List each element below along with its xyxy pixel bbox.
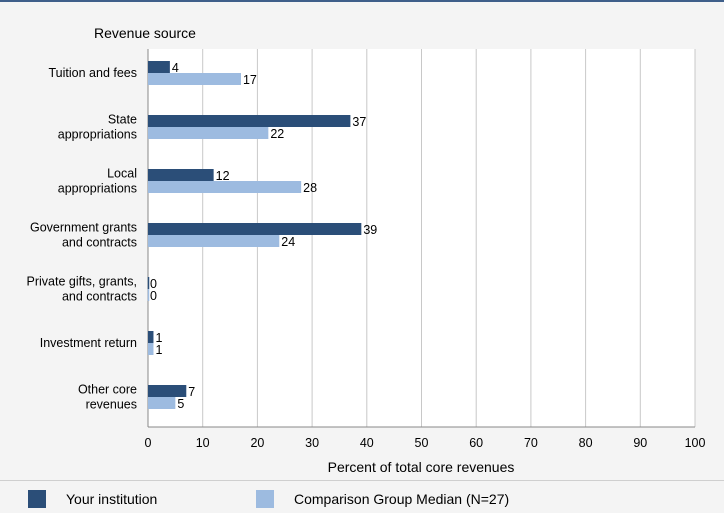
bar-series1-cat0: [148, 73, 241, 85]
data-label-series0-cat4: 0: [150, 277, 157, 291]
x-tick-label-10: 10: [196, 436, 210, 450]
data-label-series1-cat6: 5: [177, 397, 184, 411]
data-label-series1-cat1: 22: [270, 127, 284, 141]
x-tick-label-20: 20: [250, 436, 264, 450]
legend-swatch-your-institution: [28, 490, 46, 508]
category-label-1-line1: appropriations: [58, 128, 137, 142]
bar-series0-cat0: [148, 61, 170, 73]
category-label-3-line1: and contracts: [62, 236, 137, 250]
x-tick-label-100: 100: [685, 436, 706, 450]
data-label-series1-cat4: 0: [150, 289, 157, 303]
x-tick-label-80: 80: [579, 436, 593, 450]
data-label-series0-cat1: 37: [352, 115, 366, 129]
data-label-series1-cat0: 17: [243, 73, 257, 87]
category-label-0-line0: Tuition and fees: [49, 66, 137, 80]
legend: Your institution Comparison Group Median…: [0, 480, 724, 513]
category-label-1-line0: State: [108, 113, 137, 127]
data-label-series0-cat0: 4: [172, 61, 179, 75]
bar-series1-cat6: [148, 397, 176, 409]
bar-series0-cat3: [148, 223, 362, 235]
bar-series0-cat1: [148, 115, 351, 127]
bars: [147, 61, 362, 409]
legend-item-comparison-median: Comparison Group Median (N=27): [256, 490, 509, 508]
data-label-series0-cat6: 7: [188, 385, 195, 399]
category-label-2-line1: appropriations: [58, 182, 137, 196]
bar-series0-cat5: [148, 331, 154, 343]
bar-series1-cat2: [148, 181, 302, 193]
legend-item-your-institution: Your institution: [28, 490, 157, 508]
x-tick-label-30: 30: [305, 436, 319, 450]
legend-label-comparison-median: Comparison Group Median (N=27): [294, 491, 510, 507]
category-label-2-line0: Local: [107, 167, 137, 181]
bar-series0-cat6: [148, 385, 187, 397]
x-tick-label-90: 90: [633, 436, 647, 450]
x-tick-label-60: 60: [469, 436, 483, 450]
x-axis-title: Percent of total core revenues: [328, 459, 515, 475]
data-label-series1-cat2: 28: [303, 181, 317, 195]
category-label-6-line1: revenues: [86, 398, 137, 412]
category-label-6-line0: Other core: [78, 383, 137, 397]
category-label-5-line0: Investment return: [40, 336, 137, 350]
legend-label-your-institution: Your institution: [66, 491, 158, 507]
data-label-series0-cat5: 1: [155, 331, 162, 345]
data-label-series0-cat2: 12: [216, 169, 230, 183]
legend-swatch-comparison-median: [256, 490, 274, 508]
bar-series0-cat2: [148, 169, 214, 181]
data-label-series1-cat3: 24: [281, 235, 295, 249]
x-tick-label-50: 50: [415, 436, 429, 450]
x-tick-label-40: 40: [360, 436, 374, 450]
x-tick-label-70: 70: [524, 436, 538, 450]
category-label-4-line0: Private gifts, grants,: [27, 275, 137, 289]
data-label-series1-cat5: 1: [155, 343, 162, 357]
bar-series1-cat3: [148, 235, 280, 247]
category-label-4-line1: and contracts: [62, 290, 137, 304]
y-axis-title: Revenue source: [94, 25, 196, 41]
data-label-series0-cat3: 39: [363, 223, 377, 237]
bar-series1-cat1: [148, 127, 269, 139]
bar-series1-cat5: [148, 343, 154, 355]
category-label-3-line0: Government grants: [30, 221, 137, 235]
x-tick-label-0: 0: [145, 436, 152, 450]
